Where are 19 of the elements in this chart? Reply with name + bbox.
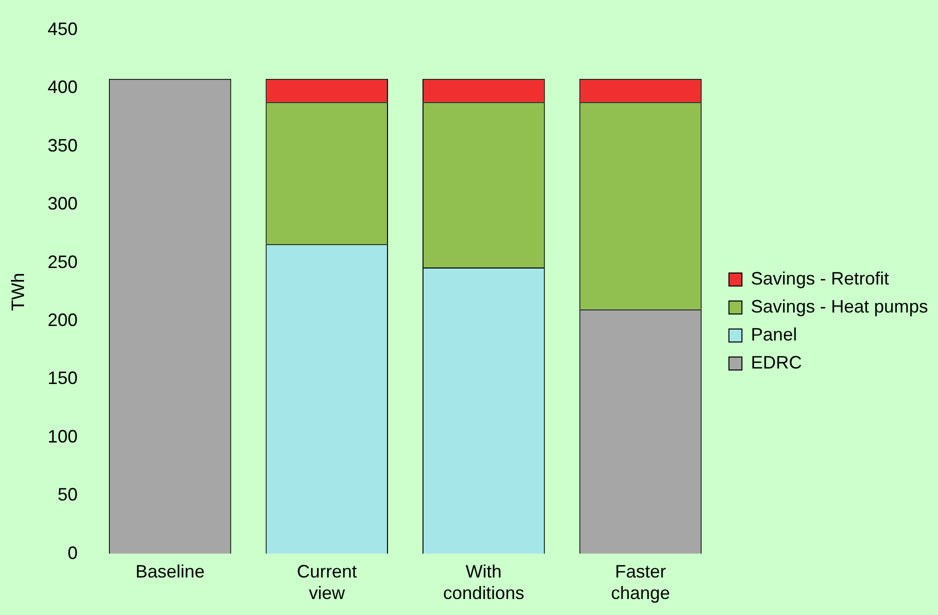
y-tick-label: 300 bbox=[48, 194, 78, 214]
x-tick-label: Baseline bbox=[136, 562, 205, 582]
x-tick-label: Current view bbox=[296, 562, 357, 604]
legend-label: Savings - Heat pumps bbox=[750, 296, 928, 316]
x-tick-label: With conditions bbox=[443, 562, 524, 604]
y-tick-label: 100 bbox=[48, 426, 78, 446]
legend-label: Panel bbox=[750, 324, 797, 344]
y-axis-title: TWh bbox=[8, 272, 28, 311]
y-tick-label: 200 bbox=[48, 310, 78, 330]
y-tick-label: 50 bbox=[58, 484, 78, 505]
y-tick-label: 0 bbox=[68, 542, 78, 563]
x-tick-label: Faster change bbox=[610, 562, 670, 604]
y-tick-label: 350 bbox=[48, 135, 78, 156]
legend-label: Savings - Retrofit bbox=[750, 268, 889, 288]
legend-label: EDRC bbox=[750, 352, 802, 372]
y-tick-label: 250 bbox=[48, 252, 78, 272]
y-tick-label: 150 bbox=[48, 368, 78, 388]
y-tick-label: 450 bbox=[48, 18, 78, 39]
y-tick-label: 400 bbox=[48, 77, 78, 98]
